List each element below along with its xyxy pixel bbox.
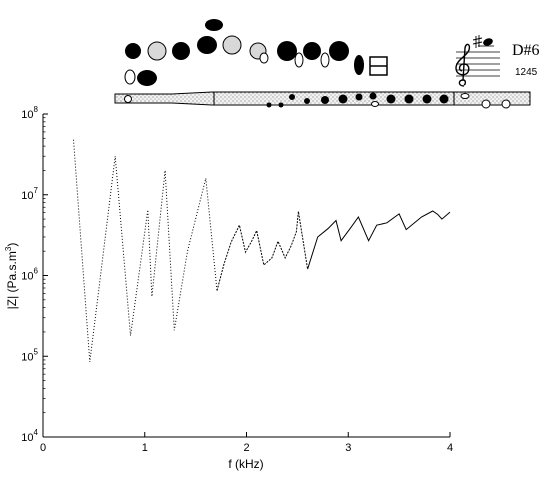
small-key-open	[320, 52, 330, 68]
thumb-key-open	[124, 69, 136, 85]
impedance-curve-segment	[73, 139, 218, 362]
impedance-curve-segment	[307, 210, 451, 270]
sharp-icon	[472, 35, 483, 48]
tone-hole-closed	[277, 41, 297, 61]
tone-hole-closed	[197, 36, 217, 54]
tone-hole-partial	[147, 41, 167, 61]
tone-hole-closed	[172, 42, 190, 60]
y-tick-label: 105	[21, 347, 38, 363]
treble-clef-icon	[455, 43, 471, 87]
bore-hole-closed	[369, 92, 377, 100]
bore-hole-closed	[439, 94, 449, 104]
octave-key-closed	[205, 19, 223, 31]
bore-hole-closed	[278, 102, 284, 108]
x-ticks: 0 1 2 3 4	[40, 432, 453, 454]
tone-hole-partial	[222, 35, 242, 55]
instrument-bore	[114, 91, 531, 109]
bore-hole-open	[371, 101, 379, 107]
bore-hole-open	[460, 93, 470, 99]
note-name: D#6	[512, 42, 540, 59]
tone-hole-closed	[329, 41, 349, 61]
side-key-closed	[354, 55, 364, 75]
impedance-curve-segment	[216, 211, 309, 291]
impedance-series	[73, 139, 451, 362]
bore-hole-closed	[422, 94, 432, 104]
bore-hole-closed	[266, 102, 272, 108]
bore-hole-closed	[355, 93, 363, 101]
bore-hole-open	[501, 99, 511, 109]
bore-hole-closed	[289, 94, 295, 100]
bore-hole-open	[124, 95, 132, 103]
x-axis-label: f (kHz)	[228, 457, 263, 471]
bore-hole-closed	[386, 94, 396, 104]
plot-area: 0 1 2 3 4 104 105 106 107 108 f (kHz) |Z| (Pa.s.…	[4, 105, 453, 471]
y-tick-label: 104	[21, 428, 38, 444]
note-head	[483, 38, 493, 46]
y-tick-label: 108	[21, 105, 38, 121]
tone-hole-closed	[303, 42, 321, 60]
thumb-key-closed	[137, 70, 157, 86]
fingering-code: 1245	[515, 67, 538, 78]
fingering-diagram	[124, 19, 388, 86]
music-staff	[455, 35, 500, 87]
y-axis-label: |Z| (Pa.s.m3)	[4, 243, 19, 310]
y-tick-label: 106	[21, 267, 38, 283]
y-tick-label: 107	[21, 186, 38, 202]
x-tick-label: 1	[142, 442, 148, 454]
bore-hole-open	[481, 99, 491, 109]
bore-hole-closed	[404, 94, 414, 104]
x-tick-label: 4	[447, 442, 453, 454]
bore-hole-closed	[338, 94, 348, 104]
small-key-open	[294, 52, 304, 68]
x-tick-label: 0	[40, 442, 46, 454]
x-tick-label: 2	[243, 442, 249, 454]
small-key-open	[259, 52, 269, 64]
x-tick-label: 3	[345, 442, 351, 454]
tone-hole-closed	[125, 43, 141, 59]
bore-hole-closed	[321, 96, 329, 104]
bore-hole-closed	[304, 98, 310, 104]
y-ticks: 104 105 106 107 108	[21, 105, 48, 444]
